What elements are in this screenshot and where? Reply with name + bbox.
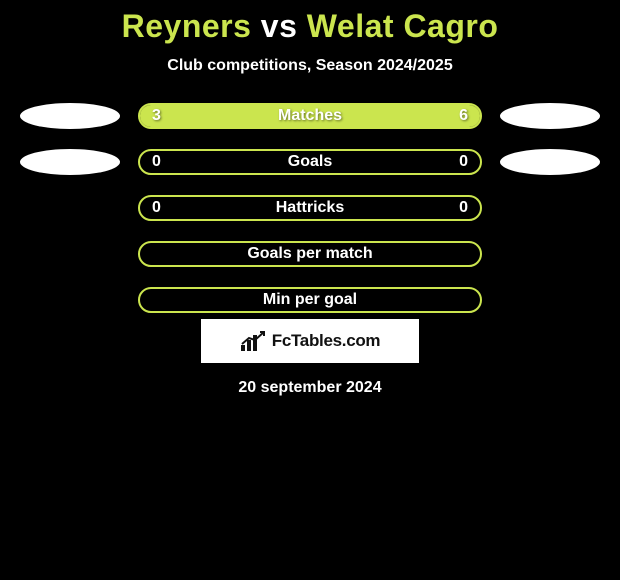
stat-label: Goals	[140, 153, 480, 171]
player1-avatar	[20, 195, 120, 221]
player2-name: Welat Cagro	[307, 8, 499, 44]
stat-row-goals-per-match: Goals per match	[0, 241, 620, 267]
stat-value-left: 0	[152, 153, 161, 171]
stat-label: Hattricks	[140, 199, 480, 217]
bar-fill-left	[140, 105, 252, 127]
stat-label: Min per goal	[140, 291, 480, 309]
stat-label: Goals per match	[140, 245, 480, 263]
stat-bar-matches: 36Matches	[138, 103, 482, 129]
brand-text: FcTables.com	[272, 331, 381, 351]
vs-label: vs	[261, 8, 298, 44]
player2-avatar	[500, 287, 600, 313]
player2-avatar	[500, 149, 600, 175]
fctables-logo-icon	[240, 330, 268, 352]
player2-avatar	[500, 241, 600, 267]
player1-avatar	[20, 149, 120, 175]
competition-subtitle: Club competitions, Season 2024/2025	[0, 57, 620, 75]
player2-avatar	[500, 103, 600, 129]
stat-row-hattricks: 0 0Hattricks	[0, 195, 620, 221]
date-label: 20 september 2024	[0, 379, 620, 397]
player2-avatar	[500, 195, 600, 221]
stat-row-goals: 0 0Goals	[0, 149, 620, 175]
bar-fill-right	[252, 105, 480, 127]
brand-badge: FcTables.com	[201, 319, 419, 363]
stat-row-min-per-goal: Min per goal	[0, 287, 620, 313]
page-title: Reyners vs Welat Cagro	[0, 8, 620, 45]
stat-bar-goals: 0 0Goals	[138, 149, 482, 175]
stat-bar-min-per-goal: Min per goal	[138, 287, 482, 313]
player1-avatar	[20, 287, 120, 313]
player1-avatar	[20, 103, 120, 129]
player1-avatar	[20, 241, 120, 267]
player1-name: Reyners	[122, 8, 252, 44]
stat-bar-hattricks: 0 0Hattricks	[138, 195, 482, 221]
stat-value-left: 0	[152, 199, 161, 217]
stat-row-matches: 36Matches	[0, 103, 620, 129]
stat-value-right: 0	[459, 199, 468, 217]
stat-value-right: 0	[459, 153, 468, 171]
stats-area: 36Matches00Goals00HattricksGoals per mat…	[0, 103, 620, 313]
stat-bar-goals-per-match: Goals per match	[138, 241, 482, 267]
